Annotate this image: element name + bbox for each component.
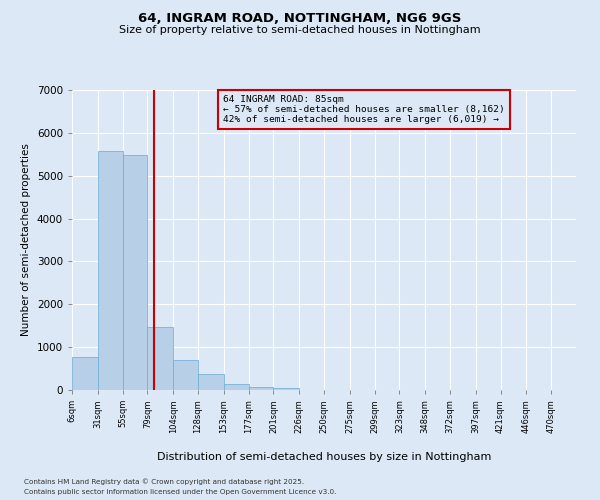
Bar (173, 360, 198, 390)
Bar (248, 386, 274, 390)
Text: 64 INGRAM ROAD: 85sqm
← 57% of semi-detached houses are smaller (8,162)
42% of s: 64 INGRAM ROAD: 85sqm ← 57% of semi-deta… (223, 94, 505, 124)
Bar (274, 388, 299, 390)
Text: Size of property relative to semi-detached houses in Nottingham: Size of property relative to semi-detach… (119, 25, 481, 35)
Bar (198, 374, 224, 390)
Text: Contains HM Land Registry data © Crown copyright and database right 2025.: Contains HM Land Registry data © Crown c… (24, 478, 304, 485)
Text: 64, INGRAM ROAD, NOTTINGHAM, NG6 9GS: 64, INGRAM ROAD, NOTTINGHAM, NG6 9GS (139, 12, 461, 26)
Y-axis label: Number of semi-detached properties: Number of semi-detached properties (21, 144, 31, 336)
Bar (122, 155, 148, 390)
Bar (98, 151, 122, 390)
Text: Distribution of semi-detached houses by size in Nottingham: Distribution of semi-detached houses by … (157, 452, 491, 462)
Text: Contains public sector information licensed under the Open Government Licence v3: Contains public sector information licen… (24, 489, 337, 495)
Bar (224, 384, 248, 390)
Bar (72, 356, 98, 390)
Bar (148, 328, 173, 390)
